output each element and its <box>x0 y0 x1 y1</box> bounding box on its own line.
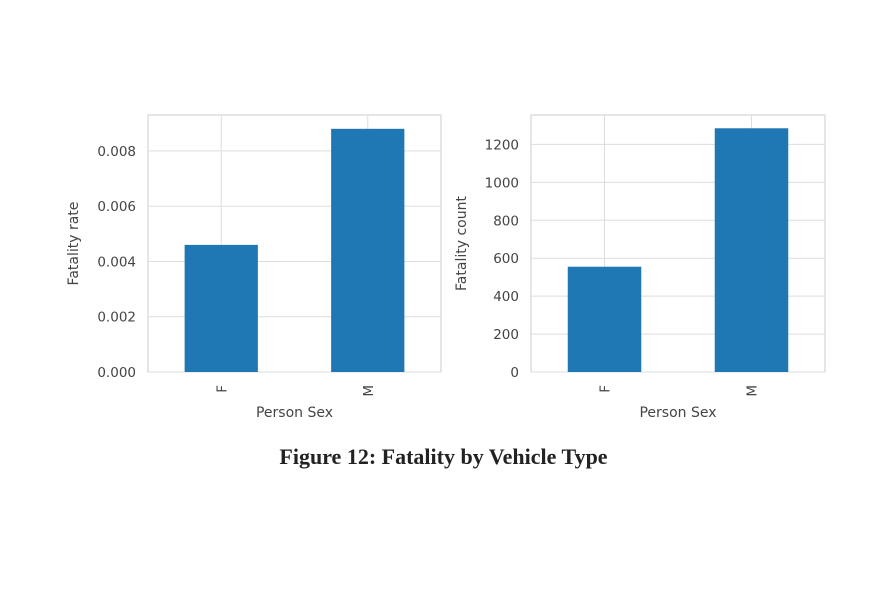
fatality-rate-chart: 0.000 0.002 0.004 0.006 0.008 F M Person Sex Fat… <box>66 114 442 421</box>
x-axis-label: Person Sex <box>256 405 333 421</box>
y-tick-label: 0.006 <box>97 199 136 215</box>
y-tick-label: 600 <box>493 251 519 267</box>
x-axis-label: Person Sex <box>639 405 716 421</box>
bar-f <box>184 244 258 372</box>
y-tick-label: 0.004 <box>97 254 136 270</box>
y-axis-label: Fatality rate <box>66 202 82 286</box>
y-axis-label: Fatality count <box>454 196 470 291</box>
y-tick-label: 0.000 <box>97 365 136 381</box>
fatality-count-chart: 0 200 400 600 800 1000 1200 F M Person Sex Fatalit… <box>454 114 826 421</box>
y-tick-label: 400 <box>493 289 519 305</box>
figure-caption: Figure 12: Fatality by Vehicle Type <box>279 444 608 469</box>
bar-m <box>714 128 789 372</box>
y-tick-label: 0 <box>510 365 519 381</box>
x-tick-label: M <box>745 385 761 397</box>
bar-f <box>567 266 642 372</box>
y-tick-label: 0.008 <box>97 144 136 160</box>
y-tick-label: 0.002 <box>97 310 136 326</box>
y-tick-label: 1200 <box>485 137 519 153</box>
x-tick-label: M <box>361 385 377 397</box>
x-tick-label: F <box>214 385 230 393</box>
y-tick-label: 200 <box>493 327 519 343</box>
bar-m <box>331 128 405 372</box>
y-tick-label: 1000 <box>485 175 519 191</box>
y-tick-label: 800 <box>493 213 519 229</box>
x-tick-label: F <box>598 385 614 393</box>
